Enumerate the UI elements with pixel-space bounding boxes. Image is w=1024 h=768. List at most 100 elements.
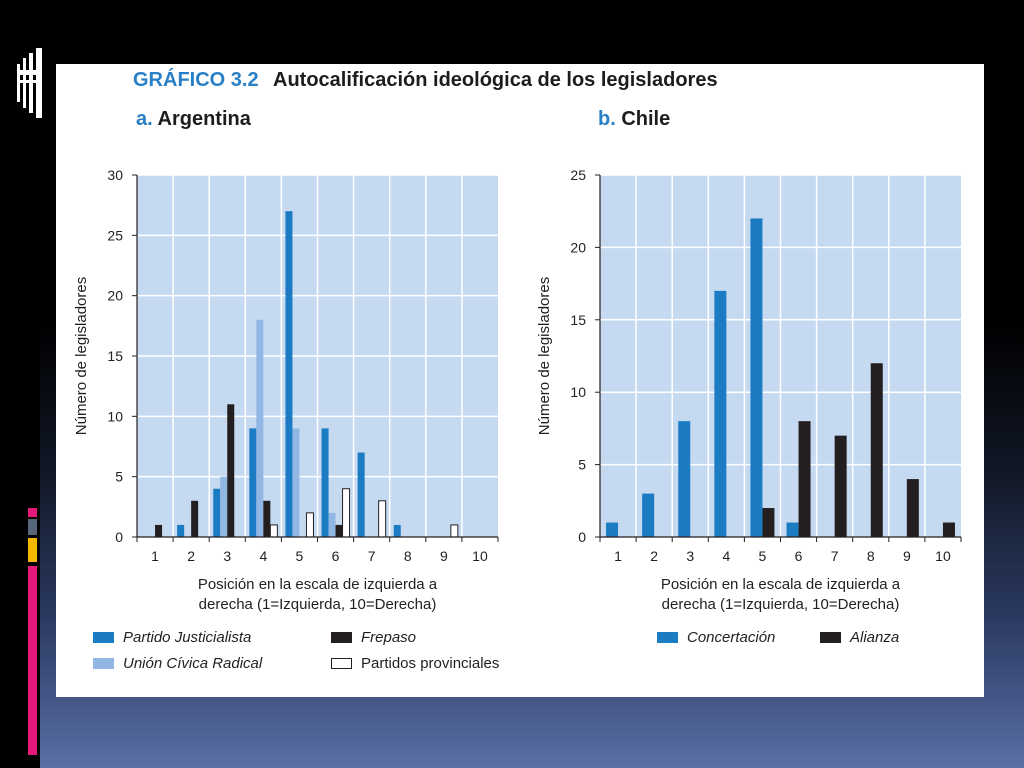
bar-union-civica-radical-4 bbox=[256, 319, 264, 537]
x-tick-label: 2 bbox=[650, 548, 658, 564]
bar-partido-justicialista-6 bbox=[321, 428, 329, 537]
x-tick-label: 6 bbox=[795, 548, 803, 564]
panel-letter: b. bbox=[598, 108, 616, 130]
bar-concertacion-1 bbox=[606, 522, 619, 537]
panel-title-chile: b. Chile bbox=[598, 107, 670, 131]
slide-left-strip bbox=[0, 0, 42, 768]
legend-chile: Concertación Alianza bbox=[657, 624, 899, 650]
bar-chart-chile: 0 5 10 15 20 25 1 2 3 4 5 6 7 8 9 10 Posición en la esca… bbox=[536, 167, 962, 613]
x-tick-label: 3 bbox=[686, 548, 694, 564]
accent-block bbox=[28, 538, 37, 562]
legend-swatch bbox=[657, 631, 678, 643]
x-tick-label: 10 bbox=[472, 548, 488, 564]
bar-alianza-5 bbox=[762, 508, 775, 537]
y-tick-label: 30 bbox=[107, 167, 123, 183]
bar-concertacion-5 bbox=[750, 218, 763, 537]
bar-alianza-6 bbox=[798, 421, 811, 537]
legend-argentina: Partido Justicialista Unión Cívica Radic… bbox=[93, 624, 499, 676]
y-tick-label: 0 bbox=[578, 529, 586, 545]
legend-label: Unión Cívica Radical bbox=[123, 654, 263, 672]
bar-union-civica-radical-6 bbox=[328, 512, 336, 537]
bar-frepaso-4 bbox=[263, 500, 271, 537]
y-axis-label: Número de legisladores bbox=[536, 277, 553, 435]
legend-swatch bbox=[93, 657, 114, 669]
accent-block bbox=[28, 519, 37, 535]
bar-partido-justicialista-5 bbox=[285, 211, 293, 537]
x-tick-label: 4 bbox=[259, 548, 267, 564]
bar-union-civica-radical-3 bbox=[220, 476, 228, 537]
accent-block bbox=[28, 508, 37, 517]
x-tick-label: 8 bbox=[867, 548, 875, 564]
bar-frepaso-3 bbox=[227, 404, 235, 537]
y-tick-label: 25 bbox=[570, 167, 586, 183]
bar-partidos-provinciales-4 bbox=[269, 524, 278, 538]
panel-letter: a. bbox=[136, 108, 153, 130]
y-tick-label: 5 bbox=[578, 457, 586, 473]
bar-partidos-provinciales-9 bbox=[450, 524, 459, 538]
y-tick-label: 20 bbox=[107, 288, 123, 304]
figure-number: GRÁFICO 3.2 bbox=[133, 69, 259, 91]
x-tick-label: 8 bbox=[404, 548, 412, 564]
bar-concertacion-4 bbox=[714, 290, 727, 537]
bar-partidos-provinciales-5 bbox=[305, 512, 314, 538]
legend-item: Partidos provinciales bbox=[331, 650, 499, 676]
panel-country: Argentina bbox=[157, 108, 251, 130]
stacked-bars-icon bbox=[17, 48, 42, 118]
bar-partido-justicialista-7 bbox=[357, 452, 365, 537]
bar-concertacion-6 bbox=[786, 522, 799, 537]
x-axis-label: Posición en la escala de izquierda a bbox=[198, 576, 438, 593]
bar-frepaso-6 bbox=[335, 524, 343, 537]
x-tick-label: 5 bbox=[296, 548, 304, 564]
bar-concertacion-2 bbox=[642, 493, 655, 537]
x-tick-label: 10 bbox=[935, 548, 951, 564]
bar-partido-justicialista-8 bbox=[393, 524, 401, 537]
bar-partido-justicialista-2 bbox=[177, 524, 185, 537]
bar-alianza-7 bbox=[834, 435, 847, 537]
y-axis-label: Número de legisladores bbox=[73, 277, 90, 435]
bar-partido-justicialista-4 bbox=[249, 428, 257, 537]
legend-item: Alianza bbox=[820, 624, 899, 650]
x-axis-label: derecha (1=Izquierda, 10=Derecha) bbox=[662, 596, 900, 613]
bar-frepaso-1 bbox=[155, 524, 163, 537]
panel-country: Chile bbox=[621, 108, 671, 130]
legend-label: Frepaso bbox=[361, 628, 417, 646]
bar-frepaso-2 bbox=[191, 500, 199, 537]
y-tick-label: 10 bbox=[107, 408, 123, 424]
bar-alianza-9 bbox=[906, 479, 919, 537]
x-tick-label: 9 bbox=[440, 548, 448, 564]
legend-label: Partidos provinciales bbox=[361, 654, 500, 672]
panel-title-argentina: a. Argentina bbox=[136, 107, 251, 131]
y-tick-label: 10 bbox=[570, 384, 586, 400]
legend-label: Partido Justicialista bbox=[123, 628, 252, 646]
y-tick-label: 15 bbox=[570, 312, 586, 328]
x-tick-label: 7 bbox=[368, 548, 376, 564]
bar-partidos-provinciales-7 bbox=[378, 500, 387, 538]
bar-chart-argentina: 0 5 10 15 20 25 30 1 2 3 4 5 6 7 8 9 10 Posición en la es… bbox=[73, 167, 499, 613]
x-tick-label: 7 bbox=[831, 548, 839, 564]
y-tick-label: 20 bbox=[570, 239, 586, 255]
x-tick-label: 5 bbox=[759, 548, 767, 564]
legend-item: Unión Cívica Radical bbox=[93, 650, 331, 676]
bar-partido-justicialista-3 bbox=[213, 488, 221, 537]
x-tick-label: 3 bbox=[223, 548, 231, 564]
y-tick-label: 5 bbox=[115, 469, 123, 485]
y-tick-label: 0 bbox=[115, 529, 123, 545]
x-tick-label: 2 bbox=[187, 548, 195, 564]
x-tick-label: 1 bbox=[614, 548, 622, 564]
accent-block bbox=[28, 566, 37, 755]
bar-concertacion-3 bbox=[678, 421, 691, 537]
y-tick-label: 25 bbox=[107, 227, 123, 243]
x-tick-label: 1 bbox=[151, 548, 159, 564]
legend-label: Concertación bbox=[687, 628, 776, 646]
x-tick-label: 9 bbox=[903, 548, 911, 564]
x-tick-label: 6 bbox=[332, 548, 340, 564]
bar-alianza-8 bbox=[870, 363, 883, 537]
x-axis-label: Posición en la escala de izquierda a bbox=[661, 576, 901, 593]
figure-panel: GRÁFICO 3.2 Autocalificación ideológica … bbox=[56, 64, 984, 697]
legend-swatch bbox=[820, 631, 841, 643]
legend-item: Partido Justicialista bbox=[93, 624, 331, 650]
y-tick-label: 15 bbox=[107, 348, 123, 364]
legend-swatch bbox=[93, 631, 114, 643]
figure-title: Autocalificación ideológica de los legis… bbox=[273, 69, 718, 91]
legend-item: Concertación bbox=[657, 624, 820, 650]
